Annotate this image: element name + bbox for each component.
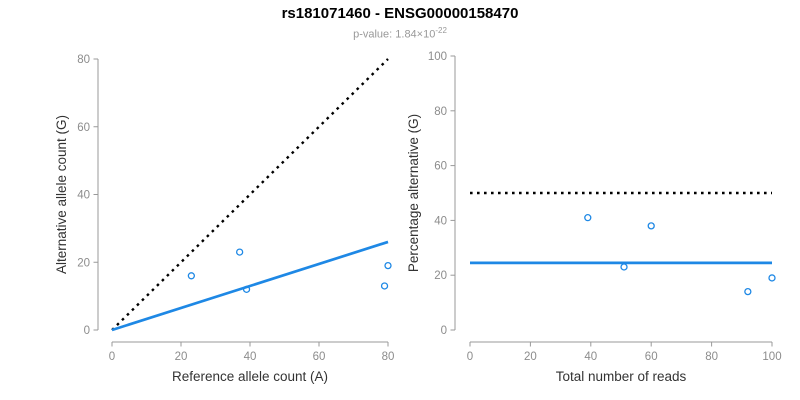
y-tick-label: 60 (434, 161, 447, 173)
y-tick-label: 0 (84, 325, 90, 337)
fit-line (111, 240, 389, 332)
figure-title: rs181071460 - ENSG00000158470 (281, 5, 519, 22)
x-tick-label: 60 (645, 351, 658, 363)
data-point (235, 248, 244, 256)
x-tick-label: 0 (467, 351, 473, 363)
y-tick-label: 100 (428, 51, 447, 63)
identity-line (111, 58, 389, 331)
y-tick-label: 0 (441, 325, 447, 337)
y-tick-label: 40 (77, 190, 90, 202)
x-tick-label: 20 (524, 351, 537, 363)
data-point (384, 261, 392, 270)
data-point (744, 287, 752, 296)
data-point (380, 282, 389, 290)
y-tick-label: 20 (434, 270, 447, 282)
x-tick-label: 20 (175, 351, 188, 363)
x-tick-label: 60 (313, 351, 326, 363)
data-point (768, 274, 776, 282)
data-point (647, 222, 655, 230)
x-tick-label: 40 (244, 351, 257, 363)
x-tick-label: 80 (705, 351, 718, 363)
p-value-exponent: -22 (435, 26, 447, 35)
x-tick-label: 80 (382, 351, 395, 363)
x-tick-label: 100 (762, 351, 781, 363)
x-axis-label: Reference allele count (A) (172, 369, 328, 384)
y-axis-label: Alternative allele count (G) (54, 115, 69, 274)
x-axis-label: Total number of reads (556, 369, 687, 384)
data-point (620, 263, 628, 271)
figure-header: rs181071460 - ENSG00000158470 p-value: 1… (0, 5, 800, 42)
x-tick-label: 0 (109, 351, 115, 363)
y-tick-label: 40 (434, 215, 447, 227)
data-point (584, 214, 592, 222)
y-tick-label: 60 (77, 122, 90, 134)
p-value-text: p-value: 1.84×10 (353, 28, 436, 41)
data-point (242, 285, 251, 294)
data-point (187, 272, 196, 280)
allele-count-scatter-plot: 0 20 40 60 80 0 20 40 60 80 Reference allele count… (54, 54, 395, 384)
y-tick-label: 20 (77, 257, 90, 269)
y-axis-label: Percentage alternative (G) (406, 114, 421, 272)
y-tick-label: 80 (77, 54, 90, 66)
percentage-reads-scatter-plot: 0 20 40 60 80 100 0 20 40 60 80 100 Total number of … (406, 51, 782, 384)
y-tick-label: 80 (434, 106, 447, 118)
x-tick-label: 40 (584, 351, 597, 363)
figure-subtitle: p-value: 1.84×10-22 (0, 24, 800, 42)
